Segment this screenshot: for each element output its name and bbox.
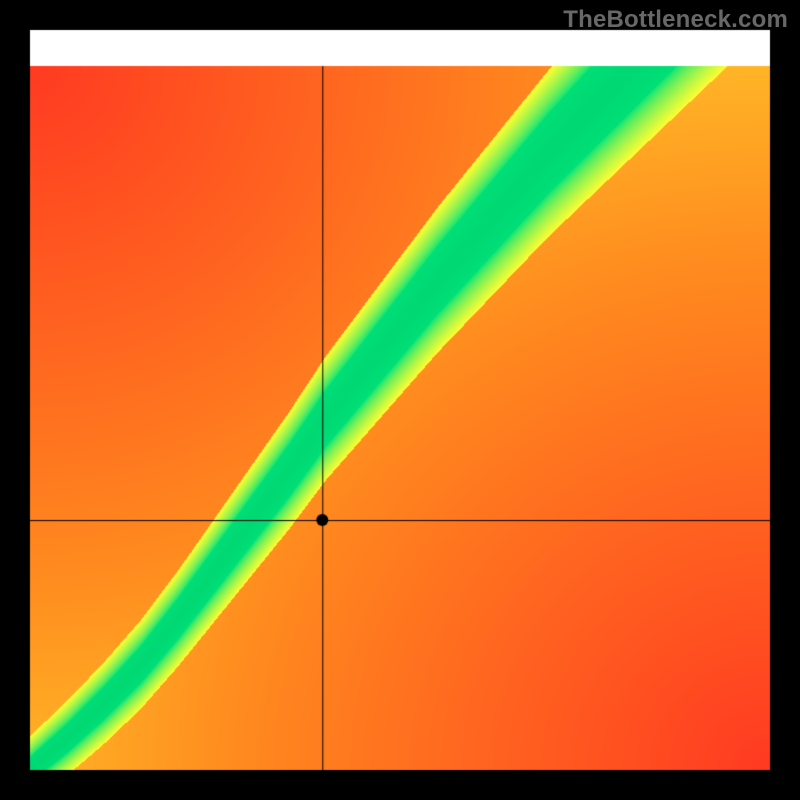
watermark-text: TheBottleneck.com <box>563 6 788 34</box>
chart-container: TheBottleneck.com <box>0 0 800 800</box>
bottleneck-heatmap <box>0 0 800 800</box>
